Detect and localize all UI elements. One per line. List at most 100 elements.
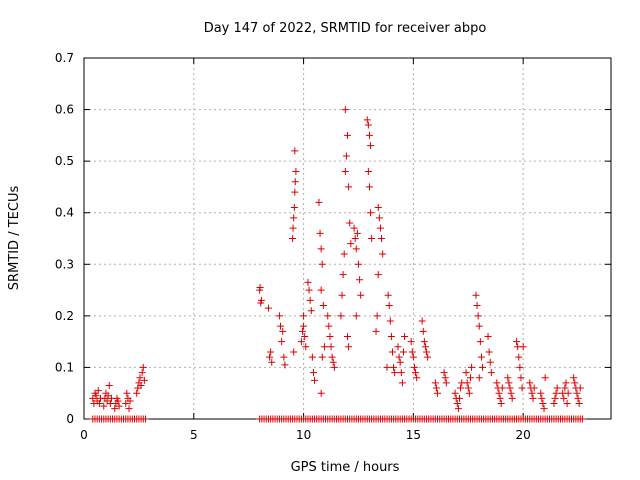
x-tick-label: 5 [190, 428, 198, 442]
data-point [564, 389, 572, 397]
data-point [560, 394, 568, 402]
data-point [95, 400, 103, 408]
data-point [539, 400, 547, 408]
data-point [365, 183, 373, 191]
data-point [345, 343, 353, 351]
data-point [317, 286, 325, 294]
data-point [105, 381, 113, 389]
data-point [309, 369, 317, 377]
data-point [302, 343, 310, 351]
data-point [267, 348, 275, 356]
data-point [374, 271, 382, 279]
data-point [341, 106, 349, 114]
data-point [111, 405, 119, 413]
data-point [420, 338, 428, 346]
data-point [484, 332, 492, 340]
data-point [479, 363, 487, 371]
data-point [496, 394, 504, 402]
data-point [364, 121, 372, 129]
data-point [375, 214, 383, 222]
data-point [353, 229, 361, 237]
data-point [408, 348, 416, 356]
data-point [530, 384, 538, 392]
data-point [327, 343, 335, 351]
data-point [319, 302, 327, 310]
y-tick-label: 0 [66, 412, 74, 426]
data-point [541, 374, 549, 382]
data-point [468, 363, 476, 371]
data-point [347, 240, 355, 248]
data-point [395, 353, 403, 361]
x-axis-label: GPS time / hours [291, 460, 400, 475]
data-point [529, 394, 537, 402]
data-point [407, 338, 415, 346]
data-point [115, 402, 123, 410]
data-point [477, 353, 485, 361]
data-point [575, 400, 583, 408]
data-point [291, 188, 299, 196]
y-tick-label: 0.5 [55, 154, 74, 168]
data-point [317, 245, 325, 253]
data-point [344, 332, 351, 340]
data-point [320, 343, 328, 351]
data-point [561, 384, 569, 392]
data-point [487, 369, 495, 377]
data-point [457, 384, 465, 392]
data-point [573, 389, 581, 397]
y-tick-label: 0.2 [55, 309, 74, 323]
chart-title: Day 147 of 2022, SRMTID for receiver abp… [204, 21, 487, 36]
x-tick-label: 20 [516, 428, 531, 442]
data-point [376, 224, 384, 232]
data-point [508, 394, 516, 402]
data-point [290, 204, 298, 212]
data-point [139, 363, 147, 371]
data-point [466, 374, 474, 382]
data-point [505, 379, 513, 387]
data-point [401, 332, 409, 340]
data-point [465, 389, 473, 397]
data-point [526, 379, 534, 387]
data-point [301, 332, 309, 340]
data-point [318, 353, 326, 361]
data-point [493, 379, 501, 387]
data-point [463, 379, 471, 387]
data-point [141, 415, 149, 423]
data-point [454, 405, 462, 413]
data-point [328, 353, 336, 361]
data-point [368, 235, 376, 242]
data-point [507, 389, 515, 397]
data-point [552, 389, 560, 397]
data-point [345, 183, 353, 191]
data-point [453, 400, 461, 408]
data-point [365, 131, 373, 139]
data-point [455, 394, 463, 402]
x-tick-label: 0 [80, 428, 88, 442]
data-point [389, 348, 397, 356]
data-point [277, 322, 285, 330]
data-point [515, 353, 523, 361]
data-point [409, 353, 417, 361]
data-point [421, 343, 429, 351]
data-point [339, 271, 347, 279]
data-point [562, 379, 570, 387]
data-point [440, 369, 448, 377]
plot-frame [83, 57, 612, 420]
data-point [384, 291, 392, 299]
data-point [351, 235, 359, 242]
data-point [364, 167, 372, 175]
data-point [311, 376, 319, 384]
data-point [441, 374, 449, 382]
data-point [451, 389, 459, 397]
data-point [553, 384, 561, 392]
data-point [350, 224, 358, 232]
data-point [410, 363, 418, 371]
data-point [133, 389, 141, 397]
data-point [519, 343, 527, 351]
data-point [341, 167, 349, 175]
data-point [383, 363, 391, 371]
data-point [337, 312, 345, 320]
data-point [551, 394, 559, 402]
data-point [506, 384, 514, 392]
data-point [391, 369, 399, 377]
